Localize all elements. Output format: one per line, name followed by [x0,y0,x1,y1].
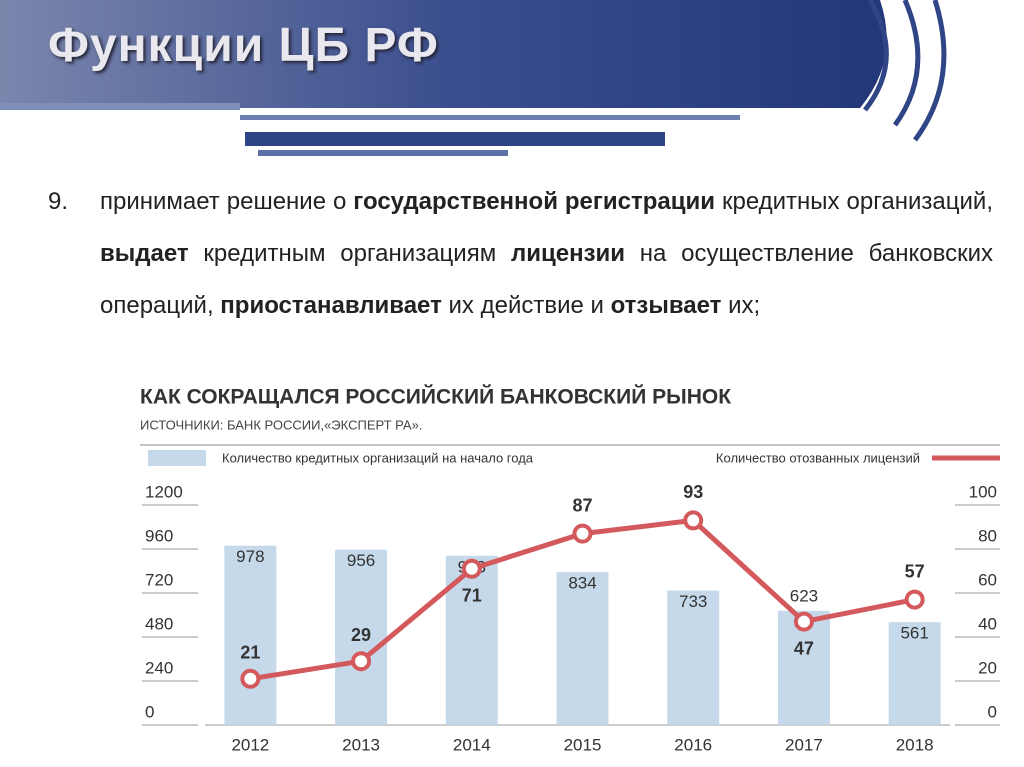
bar-label: 956 [347,551,375,570]
y-tick-label: 960 [145,526,173,545]
paragraph: 9. принимает решение о государственной р… [48,176,993,332]
y2-tick-label: 80 [978,526,997,545]
text-segment: кредитным организациям [188,240,511,267]
bar-label: 561 [900,624,928,643]
bar-label: 834 [568,574,596,593]
text-segment: приостанавливает [220,292,442,319]
x-tick-label: 2012 [231,735,269,754]
slide-title: Функции ЦБ РФ [48,19,439,72]
y-tick-label: 240 [145,658,173,677]
bar [556,572,609,725]
bar-label: 978 [236,547,264,566]
line-point [240,668,261,689]
bar-label: 733 [679,592,707,611]
y2-tick-label: 60 [978,570,997,589]
line-label: 93 [683,482,703,502]
chart-title: КАК СОКРАЩАЛСЯ РОССИЙСКИЙ БАНКОВСКИЙ РЫН… [140,385,731,409]
line-label: 71 [462,586,482,606]
chart-subtitle: ИСТОЧНИКИ: БАНК РОССИИ,«ЭКСПЕРТ РА». [140,417,422,432]
x-tick-label: 2017 [785,735,823,754]
bar-label: 623 [790,586,818,605]
text-segment: на осуществление банковских операций, [100,240,993,319]
y2-tick-label: 40 [978,614,997,633]
text-segment: выдает [100,240,189,267]
line-label: 21 [240,643,260,663]
bar [224,545,277,725]
bar [335,549,388,725]
legend-label: Количество кредитных организаций на нача… [222,450,534,465]
line-label: 57 [905,561,925,581]
text-segment: их действие и [441,292,611,319]
bar [667,590,720,725]
y-tick-label: 0 [145,702,154,721]
y2-tick-label: 100 [969,482,997,501]
text-segment: отзывает [610,292,722,319]
item-text: принимает решение о государственной реги… [100,176,993,332]
x-tick-label: 2013 [342,735,380,754]
legend-swatch [148,450,206,466]
text-segment: их; [721,292,761,319]
y2-tick-label: 0 [988,702,997,721]
bar [888,622,941,725]
y2-tick-label: 20 [978,658,997,677]
y-tick-label: 480 [145,614,173,633]
text-segment: лицензии [510,240,626,267]
line-label: 29 [351,625,371,645]
line-point [572,523,593,544]
line-point [461,558,482,579]
legend-label: Количество отозванных лицензий [716,450,920,465]
x-tick-label: 2018 [896,735,934,754]
line-point [793,611,814,632]
text-segment: кредитных организаций, [715,188,994,215]
item-number: 9. [48,188,69,215]
x-tick-label: 2014 [453,735,491,754]
x-tick-label: 2015 [564,735,602,754]
header-band [0,0,947,156]
text-segment: принимает решение о [100,188,354,215]
line-point [904,589,925,610]
line-label: 47 [794,638,814,658]
line-point [683,510,704,531]
line-label: 87 [572,495,592,515]
text-segment: государственной регистрации [353,188,716,215]
y-tick-label: 720 [145,570,173,589]
line-point [351,651,372,672]
x-tick-label: 2016 [674,735,712,754]
y-tick-label: 1200 [145,482,183,501]
